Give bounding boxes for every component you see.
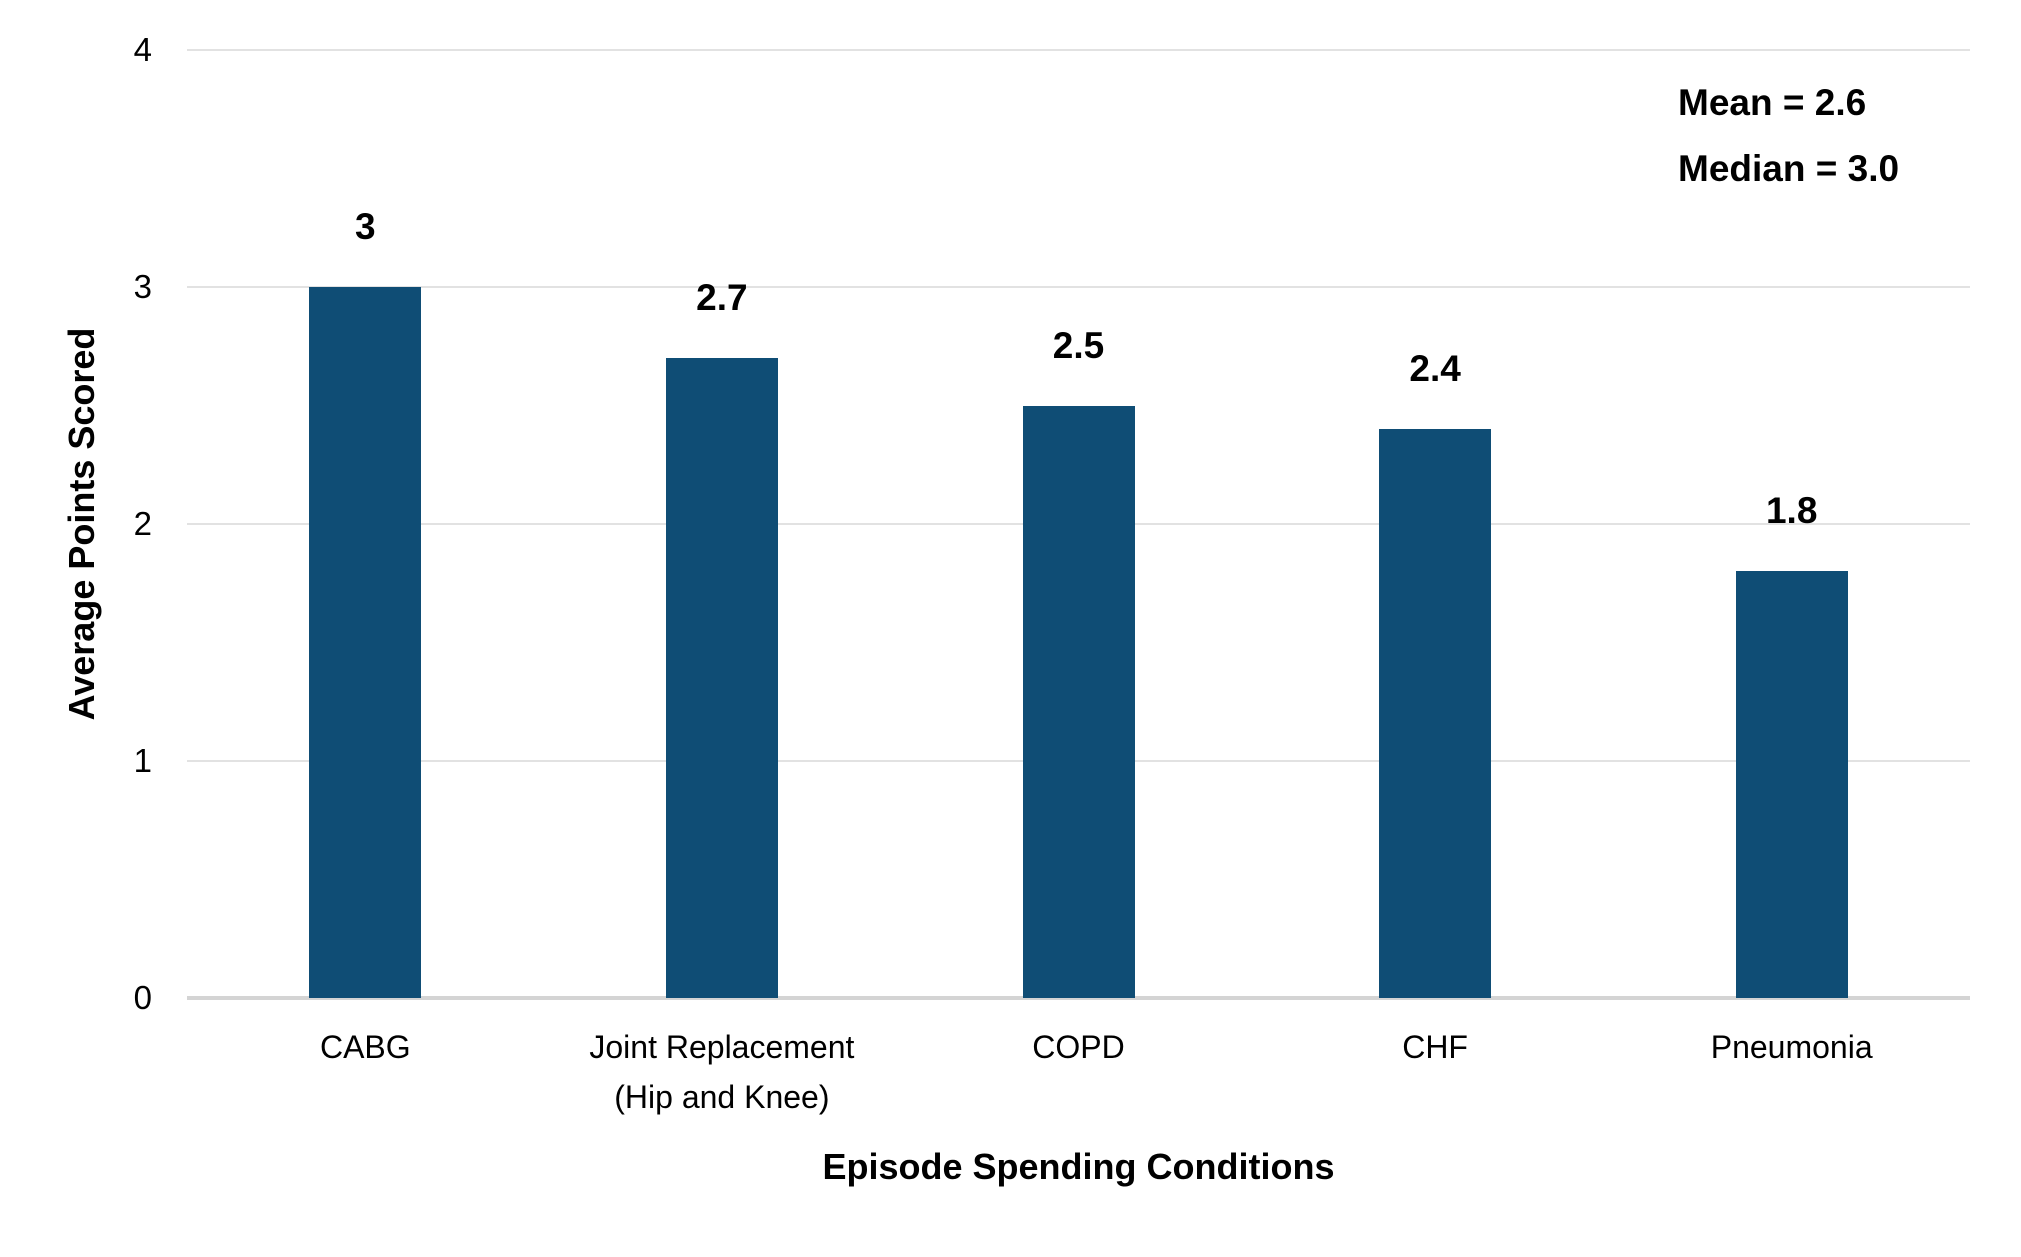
bar-value-label-5: 1.8: [1765, 490, 1818, 532]
x-axis-title: Episode Spending Conditions: [822, 1146, 1335, 1187]
gridline-y3: [187, 286, 1970, 288]
median-annotation-line: Median = 3.0: [1678, 148, 1900, 189]
x-category-label-1: CABG: [319, 1029, 411, 1065]
bar-value-label-1: 3: [355, 206, 376, 247]
bar-2: [665, 358, 778, 998]
bar-4: [1379, 429, 1492, 998]
x-category-label-5: Pneumonia: [1710, 1029, 1873, 1065]
gridline-y4: [187, 49, 1970, 51]
bar-value-label-4: 2.4: [1409, 348, 1461, 390]
bar-value-label-3: 2.5: [1052, 324, 1105, 366]
bar-value-label-2: 2.7: [696, 277, 748, 319]
chart-annotation: Mean = 2.6 Median = 3.0: [1678, 70, 1899, 202]
bar-1: [309, 287, 422, 998]
x-category-label-4: CHF: [1402, 1029, 1468, 1065]
y-tick-label-4: 4: [133, 31, 152, 68]
gridline-y0: [187, 996, 1970, 1000]
y-tick-label-1: 1: [133, 742, 152, 779]
y-tick-label-2: 2: [133, 505, 152, 542]
bar-3: [1022, 405, 1135, 998]
bar-5: [1735, 571, 1848, 998]
x-category-label-2: Joint Replacement (Hip and Knee): [589, 1029, 855, 1115]
x-category-label-3: COPD: [1032, 1029, 1125, 1065]
y-tick-label-3: 3: [133, 268, 152, 305]
y-tick-label-0: 0: [133, 979, 152, 1016]
mean-annotation-line: Mean = 2.6: [1678, 82, 1867, 123]
